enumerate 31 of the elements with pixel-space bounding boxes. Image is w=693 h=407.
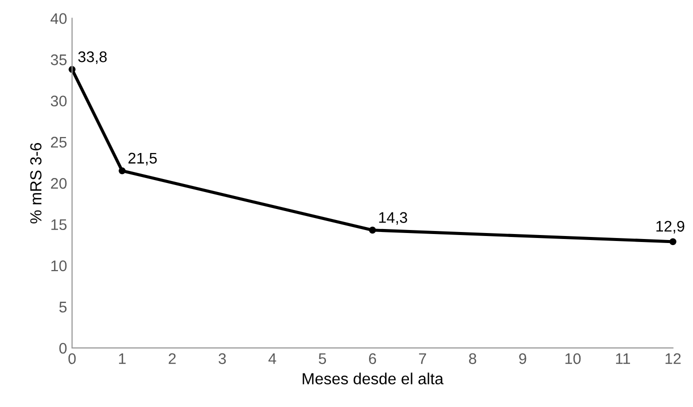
x-tick-label: 1 bbox=[119, 353, 126, 364]
y-tick-label: 10 bbox=[51, 260, 67, 272]
x-tick-label: 10 bbox=[565, 353, 581, 364]
data-label: 14,3 bbox=[379, 212, 408, 225]
x-tick-label: 4 bbox=[268, 353, 276, 364]
y-tick-label: 40 bbox=[50, 13, 67, 24]
x-axis-title: Meses desde el alta bbox=[302, 372, 444, 384]
y-tick-label: 15 bbox=[51, 219, 67, 230]
y-tick-label: 30 bbox=[50, 96, 67, 106]
y-tick-label: 20 bbox=[50, 178, 67, 189]
y-axis-title: % mRS 3-6 bbox=[30, 143, 42, 224]
y-tick-label: 35 bbox=[50, 54, 67, 66]
data-label: 12,9 bbox=[656, 220, 684, 234]
y-tick-label: 25 bbox=[50, 136, 67, 148]
x-tick-label: 6 bbox=[369, 353, 376, 364]
x-tick-label: 12 bbox=[666, 353, 681, 364]
data-label: 21,5 bbox=[128, 152, 157, 166]
x-tick-label: 3 bbox=[218, 353, 226, 364]
data-label: 33,8 bbox=[78, 51, 107, 64]
x-tick-label: 9 bbox=[519, 353, 526, 364]
x-tick-label: 7 bbox=[419, 353, 426, 364]
point bbox=[118, 167, 126, 174]
point bbox=[369, 226, 376, 234]
x-tick-label: 11 bbox=[616, 353, 630, 364]
x-tick-label: 8 bbox=[469, 353, 476, 364]
x-tick-label: 2 bbox=[168, 353, 176, 364]
x-tick-label: 5 bbox=[318, 353, 326, 364]
y-tick-label: 0 bbox=[59, 342, 67, 354]
x-tick-label: 0 bbox=[68, 353, 76, 364]
y-tick-label: 5 bbox=[59, 302, 67, 312]
point bbox=[669, 238, 676, 246]
